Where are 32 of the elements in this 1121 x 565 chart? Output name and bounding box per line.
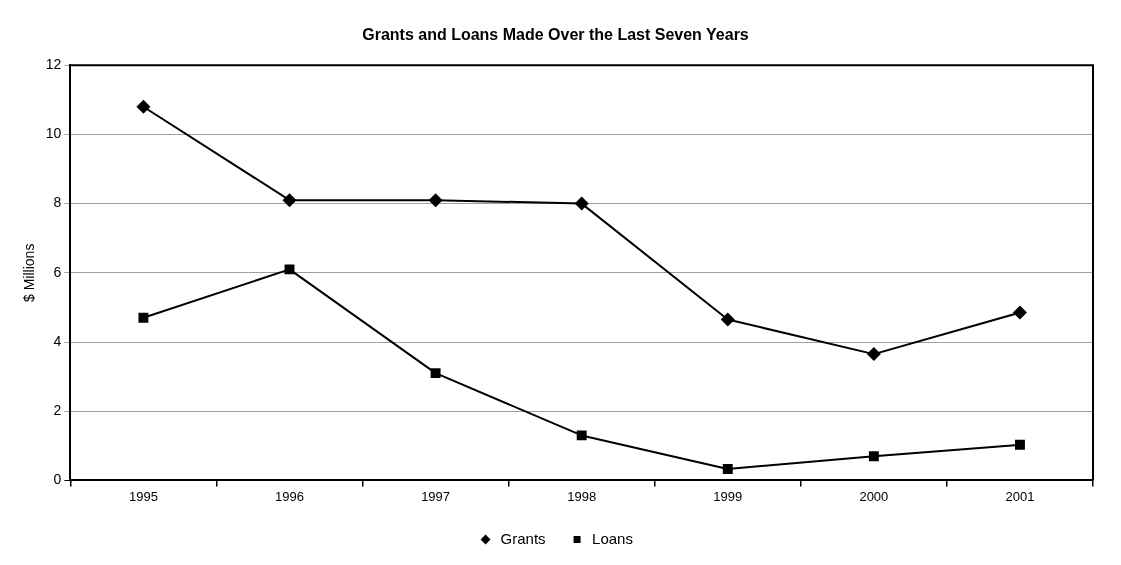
point: [1015, 439, 1025, 450]
x-tick-label: 1998: [567, 488, 597, 504]
x-tick-label: 1996: [275, 488, 304, 504]
point: [574, 196, 589, 211]
chart-title: Grants and Loans Made Over the Last Seven Years: [362, 26, 749, 44]
point: [428, 193, 443, 208]
legend-label: Loans: [592, 529, 633, 547]
y-tick-label: 12: [45, 56, 62, 73]
point: [284, 264, 295, 275]
point: [866, 347, 881, 362]
x-tick-label: 2001: [1005, 488, 1035, 504]
point: [722, 464, 733, 474]
x-tick-label: 1997: [421, 488, 451, 504]
legend-label: Grants: [500, 529, 546, 547]
point: [136, 99, 151, 114]
point: [1012, 305, 1027, 320]
point: [868, 451, 879, 462]
x-tick-label: 1999: [713, 488, 743, 504]
x-tick-label: 1995: [128, 488, 158, 504]
y-tick-label: 6: [53, 263, 62, 280]
y-tick-label: 8: [53, 194, 62, 211]
point: [576, 430, 587, 441]
y-tick-label: 2: [53, 402, 62, 419]
y-axis-title: $ Millions: [21, 243, 38, 302]
point: [430, 368, 441, 379]
point: [720, 312, 735, 327]
y-tick-label: 4: [53, 332, 62, 349]
point: [282, 193, 297, 208]
point: [138, 312, 149, 323]
y-tick-label: 0: [53, 471, 62, 488]
y-tick-label: 10: [45, 125, 62, 142]
x-tick-label: 2000: [859, 488, 889, 504]
